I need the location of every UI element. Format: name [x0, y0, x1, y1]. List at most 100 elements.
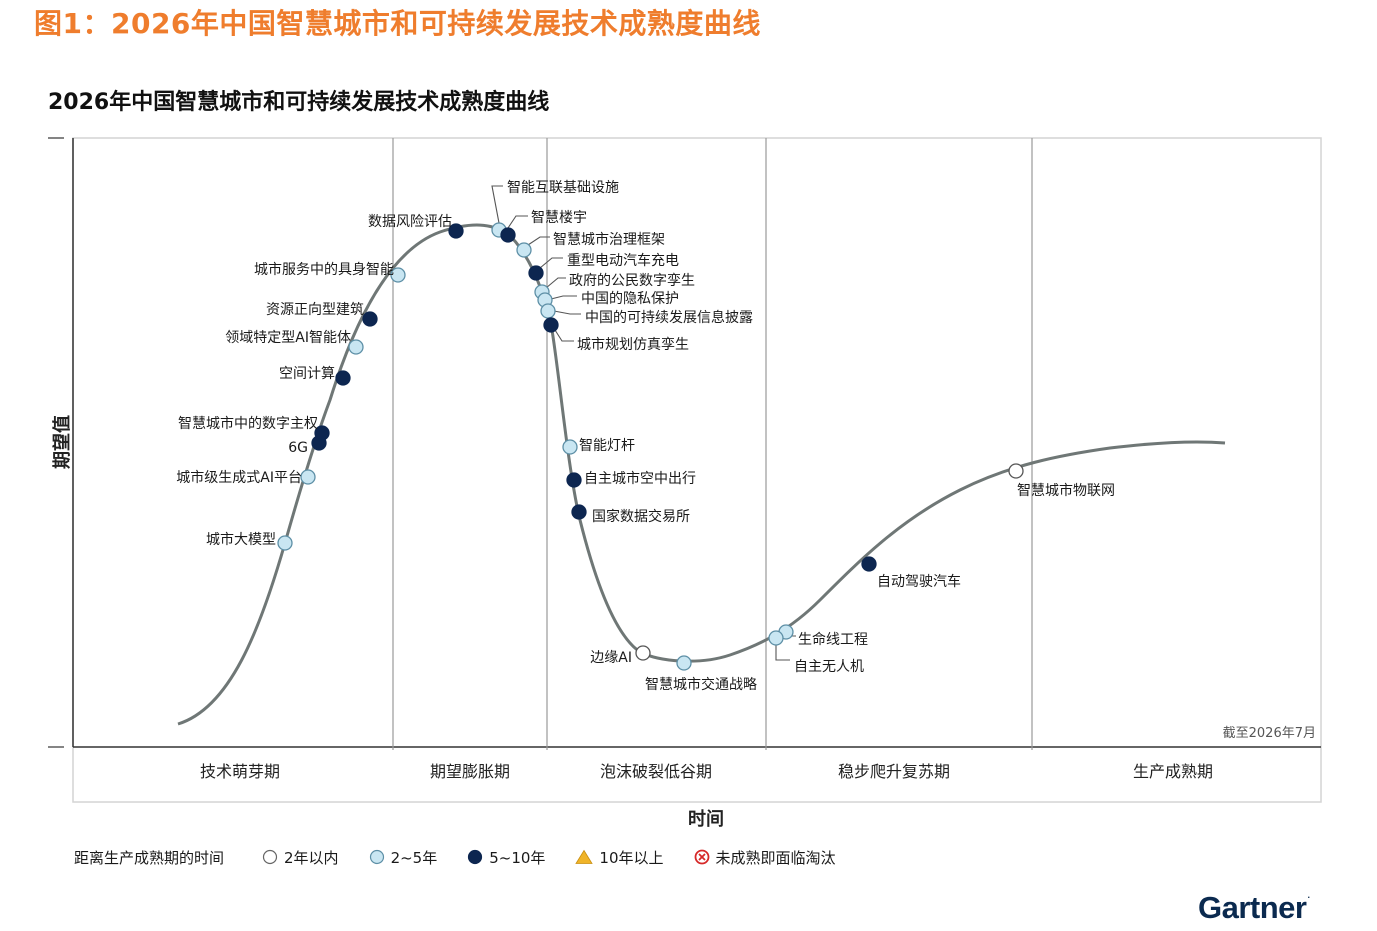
technology-point [448, 223, 464, 239]
technology-label: 智能灯杆 [579, 438, 635, 454]
technology-marker: 中国的隐私保护 [537, 291, 679, 308]
technology-label: 数据风险评估 [368, 214, 452, 230]
technology-marker: 智慧楼宇 [500, 210, 587, 243]
light-circle-icon [369, 849, 384, 865]
technology-marker: 城市服务中的具身智能 [254, 261, 406, 283]
phase-label: 生产成熟期 [1133, 762, 1213, 781]
technology-point [528, 265, 544, 281]
technology-label: 智慧城市物联网 [1017, 482, 1115, 499]
technology-marker: 国家数据交易所 [571, 504, 690, 525]
legend-label: 2~5年 [390, 848, 438, 867]
technology-point [861, 556, 877, 572]
technology-point [566, 472, 582, 488]
technology-label: 智慧楼宇 [531, 210, 587, 226]
technology-point [635, 645, 651, 661]
technology-point [571, 504, 587, 520]
technology-point [500, 227, 516, 243]
technology-label: 中国的隐私保护 [581, 291, 679, 307]
legend-label: 5~10年 [489, 848, 546, 867]
legend-label: 2年以内 [284, 848, 339, 867]
technology-marker: 数据风险评估 [368, 214, 464, 239]
hype-cycle-chart: 截至2026年7月 技术萌芽期 期望膨胀期 泡沫破裂低谷期 稳步爬升复苏期 生产… [48, 137, 1322, 830]
technology-point [516, 242, 532, 258]
technology-label: 重型电动汽车充电 [567, 252, 679, 269]
technology-label: 国家数据交易所 [592, 508, 690, 525]
technology-marker: 空间计算 [279, 366, 351, 386]
technology-point [390, 267, 406, 283]
technology-label: 城市服务中的具身智能 [254, 261, 394, 278]
leader-line [553, 310, 581, 315]
technology-layer: 城市大模型 城市级生成式AI平台 6G 智慧城市中的数字主权 空间计算 领域特定型AI智能… [176, 179, 1115, 693]
technology-point [676, 655, 692, 671]
leader-line [491, 185, 503, 224]
technology-marker: 城市规划仿真孪生 [543, 317, 689, 353]
technology-marker: 智慧城市物联网 [1008, 463, 1115, 499]
leader-line [545, 277, 566, 289]
technology-label: 自主城市空中出行 [584, 470, 696, 487]
phase-dividers [392, 138, 1033, 750]
technology-label: 城市规划仿真孪生 [577, 336, 689, 353]
cross-circle-icon [694, 849, 709, 865]
technology-point [540, 303, 556, 319]
technology-label: 自动驾驶汽车 [877, 573, 961, 590]
technology-label: 边缘AI [590, 650, 632, 666]
legend-item-obsolete: 未成熟即面临淘汰 [694, 847, 836, 868]
legend-item-within-2-years: 2年以内 [262, 847, 339, 868]
legend-label: 未成熟即面临淘汰 [715, 848, 836, 867]
technology-label: 空间计算 [279, 366, 335, 382]
leader-line [775, 645, 790, 661]
y-axis-label: 期望值 [51, 415, 73, 469]
technology-marker: 资源正向型建筑 [266, 302, 378, 327]
technology-point [314, 425, 330, 441]
technology-marker: 重型电动汽车充电 [528, 252, 679, 281]
technology-point [543, 317, 559, 333]
technology-label: 政府的公民数字孪生 [569, 272, 695, 289]
technology-marker: 智慧城市治理框架 [516, 231, 665, 258]
technology-marker: 城市大模型 [206, 531, 293, 551]
technology-point [348, 339, 364, 355]
legend-title: 距离生产成熟期的时间 [74, 848, 225, 867]
technology-label: 智慧城市中的数字主权 [178, 415, 318, 432]
dark-circle-icon [468, 849, 483, 865]
chart-title: 2026年中国智慧城市和可持续发展技术成熟度曲线 [48, 90, 550, 115]
technology-marker: 智慧城市中的数字主权 [178, 415, 330, 441]
legend-item-2-5-years: 2~5年 [369, 847, 438, 868]
phase-label: 稳步爬升复苏期 [838, 762, 950, 781]
legend-item-over-10-years: 10年以上 [575, 847, 664, 868]
technology-marker: 智能灯杆 [562, 438, 635, 455]
hype-curve [177, 223, 1226, 726]
as-of-label: 截至2026年7月 [1223, 726, 1316, 741]
leader-line [550, 295, 577, 300]
technology-point [562, 439, 578, 455]
technology-label: 中国的可持续发展信息披露 [585, 309, 753, 326]
legend-label: 10年以上 [599, 848, 664, 867]
leader-line [554, 329, 574, 342]
technology-marker: 城市级生成式AI平台 [176, 469, 316, 486]
technology-marker: 生命线工程 [778, 624, 868, 648]
technology-label: 生命线工程 [798, 631, 868, 648]
technology-marker: 智慧城市交通战略 [645, 655, 757, 693]
technology-label: 城市级生成式AI平台 [176, 469, 302, 486]
leader-line [507, 215, 528, 229]
technology-label: 6G [288, 440, 308, 456]
technology-label: 智慧城市治理框架 [553, 231, 665, 248]
technology-marker: 自动驾驶汽车 [861, 556, 961, 590]
technology-point [335, 370, 351, 386]
technology-label: 领域特定型AI智能体 [225, 330, 351, 346]
technology-label: 智能互联基础设施 [507, 179, 619, 196]
leader-line [527, 236, 550, 246]
technology-point [300, 469, 316, 485]
technology-point [362, 311, 378, 327]
technology-label: 城市大模型 [206, 531, 276, 548]
legend-item-5-10-years: 5~10年 [467, 847, 545, 868]
figure-caption: 图1：2026年中国智慧城市和可持续发展技术成熟度曲线 [34, 7, 761, 40]
technology-label: 资源正向型建筑 [266, 302, 364, 318]
technology-point [1008, 463, 1024, 479]
open-circle-icon [262, 849, 278, 865]
x-axis-label: 时间 [688, 809, 724, 830]
technology-marker: 中国的可持续发展信息披露 [540, 303, 753, 326]
legend: 距离生产成熟期的时间 2年以内 2~5年 5~10年 10年以上 未成熟即面临淘… [74, 845, 866, 869]
technology-marker: 领域特定型AI智能体 [225, 330, 364, 355]
leader-line [539, 257, 563, 269]
technology-point [768, 630, 784, 646]
